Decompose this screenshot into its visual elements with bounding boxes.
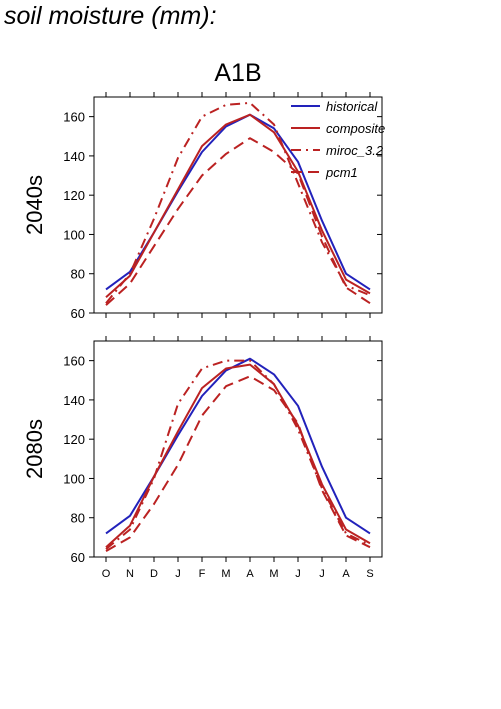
page-title: soil moisture (mm): bbox=[4, 2, 217, 30]
series-line-miroc_3.2 bbox=[105, 101, 371, 304]
x-tick-label: S bbox=[366, 568, 373, 580]
panel-label: 2040s bbox=[22, 175, 47, 235]
y-tick-label: 140 bbox=[63, 149, 85, 164]
y-tick-label: 160 bbox=[63, 110, 85, 125]
panel-label: 2080s bbox=[22, 419, 47, 479]
x-tick-label: A bbox=[342, 568, 350, 580]
chart-panels: 60 80 100 120 140 160 2040s historical composite… bbox=[22, 92, 385, 580]
x-tick-label: M bbox=[269, 568, 278, 580]
series-line-historical bbox=[105, 113, 371, 291]
x-tick-label: J bbox=[175, 568, 181, 580]
y-tick-label: 60 bbox=[71, 550, 85, 565]
series-line-pcm1 bbox=[105, 375, 371, 552]
y-tick-label: 100 bbox=[63, 471, 85, 486]
x-tick-label: D bbox=[150, 568, 158, 580]
y-tick-label: 80 bbox=[71, 267, 85, 282]
legend-label: composite bbox=[326, 121, 385, 136]
scenario-title: A1B bbox=[214, 59, 261, 87]
legend-label: miroc_3.2 bbox=[326, 143, 384, 158]
y-tick-label: 100 bbox=[63, 227, 85, 242]
x-tick-label: M bbox=[221, 568, 230, 580]
x-tick-label: F bbox=[199, 568, 206, 580]
y-tick-label: 80 bbox=[71, 511, 85, 526]
y-tick-label: 140 bbox=[63, 393, 85, 408]
chart-panel-2080s: 60 80 100 120 140 160 O N D J F M A M J J A S 2080s bbox=[22, 336, 383, 580]
y-tick-label: 60 bbox=[71, 306, 85, 321]
legend-label: pcm1 bbox=[325, 165, 358, 180]
y-tick-label: 120 bbox=[63, 432, 85, 447]
series-line-composite bbox=[105, 113, 371, 299]
plot-frame bbox=[93, 96, 383, 314]
series-line-pcm1 bbox=[105, 137, 371, 306]
series-line-composite bbox=[105, 363, 371, 548]
x-tick-label: N bbox=[126, 568, 134, 580]
x-tick-label: J bbox=[295, 568, 301, 580]
plot-frame bbox=[93, 340, 383, 558]
series-line-miroc_3.2 bbox=[105, 359, 371, 550]
x-tick-label: O bbox=[102, 568, 111, 580]
x-tick-label: J bbox=[319, 568, 325, 580]
y-tick-label: 160 bbox=[63, 354, 85, 369]
y-tick-label: 120 bbox=[63, 188, 85, 203]
chart-panel-2040s: 60 80 100 120 140 160 2040s historical composite… bbox=[22, 92, 385, 321]
legend-label: historical bbox=[326, 99, 378, 114]
x-tick-label: A bbox=[246, 568, 254, 580]
